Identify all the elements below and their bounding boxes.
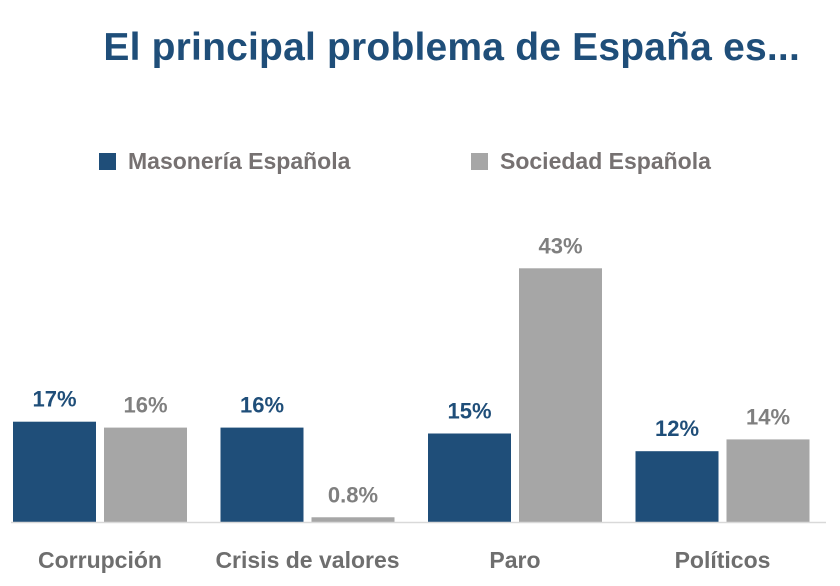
category-label-crisis-de-valores: Crisis de valores	[215, 547, 399, 573]
legend-label-sociedad: Sociedad Española	[500, 147, 711, 174]
bar-sociedad-espanola-paro	[519, 268, 602, 522]
bar-sociedad-espanola-corrupcion	[104, 427, 187, 522]
legend-label-masoneria: Masonería Española	[128, 147, 351, 174]
legend-swatch-masoneria	[99, 152, 116, 170]
data-label-sociedad-espanola-corrupcion: 16%	[123, 393, 167, 418]
data-label-masoneria-espanola-corrupcion: 17%	[32, 387, 76, 412]
chart-title: El principal problema de España es...	[103, 26, 800, 69]
legend-item-masoneria: Masonería Española	[99, 146, 350, 176]
data-label-sociedad-espanola-politicos: 14%	[746, 404, 790, 429]
data-label-masoneria-espanola-crisis-de-valores: 16%	[240, 393, 284, 418]
bar-masoneria-espanola-corrupcion	[13, 421, 96, 522]
category-label-paro: Paro	[489, 547, 540, 573]
legend-swatch-sociedad	[471, 152, 488, 170]
data-label-sociedad-espanola-paro: 43%	[538, 233, 582, 258]
bar-sociedad-espanola-crisis-de-valores	[311, 517, 395, 522]
data-label-masoneria-espanola-politicos: 12%	[655, 416, 699, 441]
category-label-corrupcion: Corrupción	[38, 547, 162, 573]
category-label-politicos: Políticos	[675, 547, 771, 573]
bar-masoneria-espanola-politicos	[635, 451, 719, 522]
bar-masoneria-espanola-crisis-de-valores	[220, 427, 304, 522]
data-label-sociedad-espanola-crisis-de-valores: 0.8%	[328, 482, 378, 507]
bar-masoneria-espanola-paro	[428, 433, 511, 522]
data-label-masoneria-espanola-paro: 15%	[447, 399, 491, 424]
bar-sociedad-espanola-politicos	[726, 439, 810, 522]
legend-item-sociedad: Sociedad Española	[471, 146, 711, 176]
